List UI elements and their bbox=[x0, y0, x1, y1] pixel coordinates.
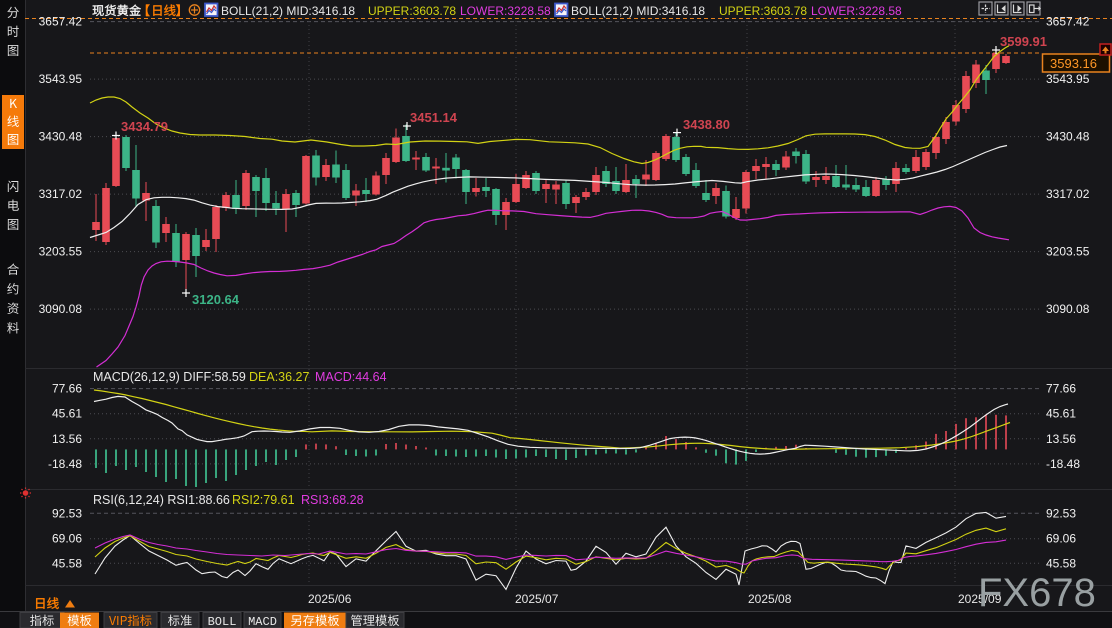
svg-text:45.61: 45.61 bbox=[52, 407, 82, 421]
svg-text:3543.95: 3543.95 bbox=[1046, 72, 1090, 86]
svg-text:DEA:36.27: DEA:36.27 bbox=[249, 370, 310, 384]
svg-text:MACD(26,12,9) DIFF:58.59: MACD(26,12,9) DIFF:58.59 bbox=[93, 370, 246, 384]
svg-text:3317.02: 3317.02 bbox=[39, 187, 83, 201]
svg-text:69.06: 69.06 bbox=[52, 532, 82, 546]
svg-text:13.56: 13.56 bbox=[1046, 432, 1076, 446]
svg-text:77.66: 77.66 bbox=[1046, 382, 1076, 396]
svg-text:UPPER:3603.78: UPPER:3603.78 bbox=[368, 4, 456, 18]
svg-text:BOLL(21,2) MID:3416.18: BOLL(21,2) MID:3416.18 bbox=[221, 4, 355, 18]
svg-text:3317.02: 3317.02 bbox=[1046, 187, 1090, 201]
svg-text:BOLL: BOLL bbox=[208, 615, 237, 628]
svg-text:45.58: 45.58 bbox=[52, 556, 82, 570]
svg-text:2025/06: 2025/06 bbox=[308, 592, 352, 606]
svg-text:FX678: FX678 bbox=[978, 571, 1096, 615]
svg-text:2025/07: 2025/07 bbox=[515, 592, 559, 606]
svg-text:-18.48: -18.48 bbox=[48, 457, 82, 471]
svg-text:2025/09: 2025/09 bbox=[958, 592, 1002, 606]
svg-text:RSI2:79.61: RSI2:79.61 bbox=[232, 493, 295, 507]
svg-text:3430.48: 3430.48 bbox=[1046, 130, 1090, 144]
svg-text:92.53: 92.53 bbox=[1046, 506, 1076, 520]
svg-text:3090.08: 3090.08 bbox=[39, 302, 83, 316]
svg-text:MACD: MACD bbox=[248, 615, 277, 628]
svg-text:3203.55: 3203.55 bbox=[39, 245, 83, 259]
svg-text:RSI3:68.28: RSI3:68.28 bbox=[301, 493, 364, 507]
svg-text:77.66: 77.66 bbox=[52, 382, 82, 396]
svg-text:69.06: 69.06 bbox=[1046, 532, 1076, 546]
svg-text:3657.42: 3657.42 bbox=[1046, 15, 1090, 29]
svg-text:3593.16: 3593.16 bbox=[1050, 56, 1097, 71]
svg-text:UPPER:3603.78: UPPER:3603.78 bbox=[719, 4, 807, 18]
svg-text:3438.80: 3438.80 bbox=[683, 117, 730, 132]
svg-text:3434.79: 3434.79 bbox=[121, 119, 168, 134]
svg-text:92.53: 92.53 bbox=[52, 506, 82, 520]
svg-text:3599.91: 3599.91 bbox=[1000, 34, 1047, 49]
svg-text:3090.08: 3090.08 bbox=[1046, 302, 1090, 316]
svg-text:3120.64: 3120.64 bbox=[192, 292, 240, 307]
svg-text:3430.48: 3430.48 bbox=[39, 130, 83, 144]
svg-text:2025/08: 2025/08 bbox=[748, 592, 792, 606]
svg-text:-18.48: -18.48 bbox=[1046, 457, 1080, 471]
svg-text:BOLL(21,2) MID:3416.18: BOLL(21,2) MID:3416.18 bbox=[571, 4, 705, 18]
svg-text:45.61: 45.61 bbox=[1046, 407, 1076, 421]
svg-text:3203.55: 3203.55 bbox=[1046, 245, 1090, 259]
svg-text:45.58: 45.58 bbox=[1046, 556, 1076, 570]
svg-text:LOWER:3228.58: LOWER:3228.58 bbox=[460, 4, 551, 18]
svg-text:MACD:44.64: MACD:44.64 bbox=[315, 370, 387, 384]
svg-text:3451.14: 3451.14 bbox=[410, 110, 458, 125]
svg-text:13.56: 13.56 bbox=[52, 432, 82, 446]
svg-text:LOWER:3228.58: LOWER:3228.58 bbox=[811, 4, 902, 18]
svg-text:RSI(6,12,24) RSI1:88.66: RSI(6,12,24) RSI1:88.66 bbox=[93, 493, 230, 507]
svg-text:3543.95: 3543.95 bbox=[39, 72, 83, 86]
svg-text:3657.42: 3657.42 bbox=[39, 15, 83, 29]
